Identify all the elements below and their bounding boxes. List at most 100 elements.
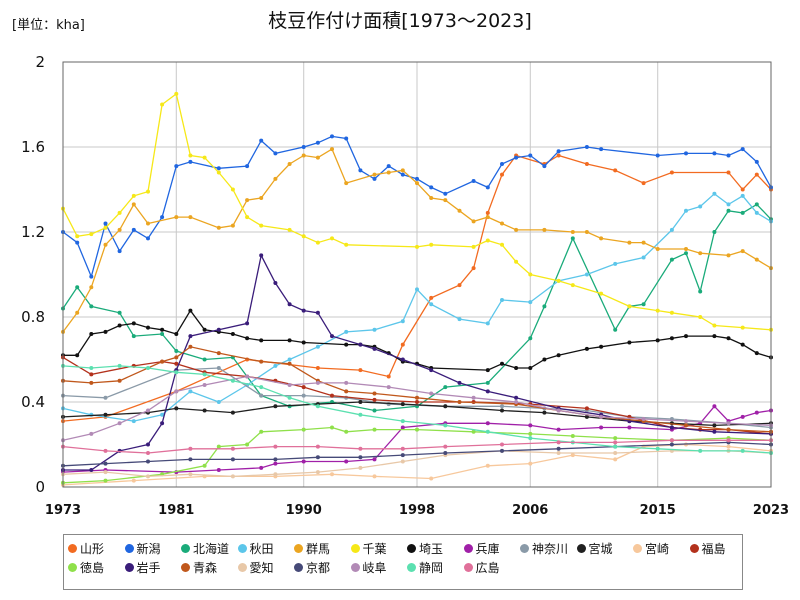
data-point (485, 215, 490, 220)
data-point (599, 344, 604, 349)
data-point (216, 366, 221, 370)
data-point (89, 304, 94, 309)
series-広島 (61, 438, 773, 455)
legend-item: 山形 (68, 540, 104, 557)
data-point (202, 463, 207, 468)
data-point (216, 468, 221, 472)
data-point (740, 147, 745, 152)
data-point (75, 240, 80, 245)
data-point (358, 368, 363, 373)
data-point (669, 336, 674, 341)
data-point (160, 421, 165, 426)
data-point (89, 274, 94, 279)
data-point (712, 404, 717, 409)
data-point (372, 172, 377, 177)
data-point (684, 334, 688, 339)
data-point (188, 344, 193, 349)
data-point (613, 451, 618, 455)
series-layer (61, 91, 773, 487)
data-point (386, 374, 391, 379)
legend-swatch (237, 544, 247, 553)
data-point (216, 225, 221, 230)
data-point (613, 436, 618, 441)
x-tick-label: 2023 (753, 503, 789, 518)
data-point (584, 162, 589, 166)
data-point (315, 366, 320, 370)
data-point (202, 372, 207, 377)
data-point (301, 459, 306, 464)
data-point (174, 164, 179, 169)
data-point (188, 153, 193, 158)
data-point (500, 361, 504, 366)
data-point (103, 225, 108, 230)
data-point (386, 170, 391, 175)
data-point (301, 153, 306, 158)
data-point (230, 223, 235, 228)
data-point (301, 340, 306, 345)
data-point (344, 329, 349, 334)
data-point (485, 238, 490, 243)
data-point (669, 438, 674, 443)
y-tick-label: 0.8 (21, 308, 45, 326)
data-point (429, 185, 434, 190)
data-point (259, 196, 264, 200)
data-point (754, 351, 759, 356)
data-point (372, 457, 377, 462)
data-point (627, 240, 632, 245)
data-point (273, 457, 278, 462)
data-point (259, 253, 264, 258)
data-point (740, 193, 745, 198)
data-point (330, 147, 334, 152)
data-point (75, 353, 80, 358)
data-point (315, 344, 320, 349)
data-point (245, 374, 250, 379)
data-point (726, 444, 731, 449)
data-point (188, 159, 193, 164)
legend-item: 宮城 (576, 540, 613, 557)
data-point (89, 468, 94, 472)
data-point (188, 457, 193, 462)
legend-swatch (294, 544, 303, 553)
data-point (684, 251, 688, 256)
data-point (75, 310, 80, 315)
data-point (726, 421, 731, 426)
data-point (471, 219, 476, 224)
data-point (443, 404, 448, 409)
y-tick-label: 1.6 (21, 138, 45, 156)
data-point (514, 395, 519, 400)
data-point (443, 385, 448, 390)
legend-label: 愛知 (249, 561, 274, 575)
data-point (287, 302, 292, 307)
data-point (528, 461, 533, 466)
data-point (400, 168, 405, 173)
data-point (117, 227, 122, 232)
data-point (542, 164, 547, 169)
data-point (103, 412, 108, 417)
data-point (89, 332, 94, 336)
data-point (485, 368, 490, 373)
series-line (62, 154, 772, 422)
data-point (542, 304, 547, 309)
data-point (669, 442, 674, 447)
legend-label: 埼玉 (419, 542, 444, 556)
legend-item: 宮崎 (633, 540, 669, 557)
data-point (174, 215, 179, 220)
x-tick-label: 1981 (158, 503, 194, 518)
data-point (117, 378, 122, 383)
data-point (669, 170, 674, 175)
data-point (542, 227, 547, 232)
data-point (528, 300, 533, 305)
data-point (726, 208, 731, 213)
data-point (457, 400, 462, 404)
data-point (485, 429, 490, 434)
data-point (400, 402, 405, 407)
data-point (344, 429, 349, 434)
data-point (627, 304, 632, 309)
data-point (344, 136, 349, 141)
data-point (103, 461, 108, 466)
legend-label: 秋田 (249, 542, 274, 556)
data-point (613, 168, 618, 173)
data-point (542, 357, 547, 362)
data-point (131, 478, 136, 483)
data-point (754, 202, 759, 207)
